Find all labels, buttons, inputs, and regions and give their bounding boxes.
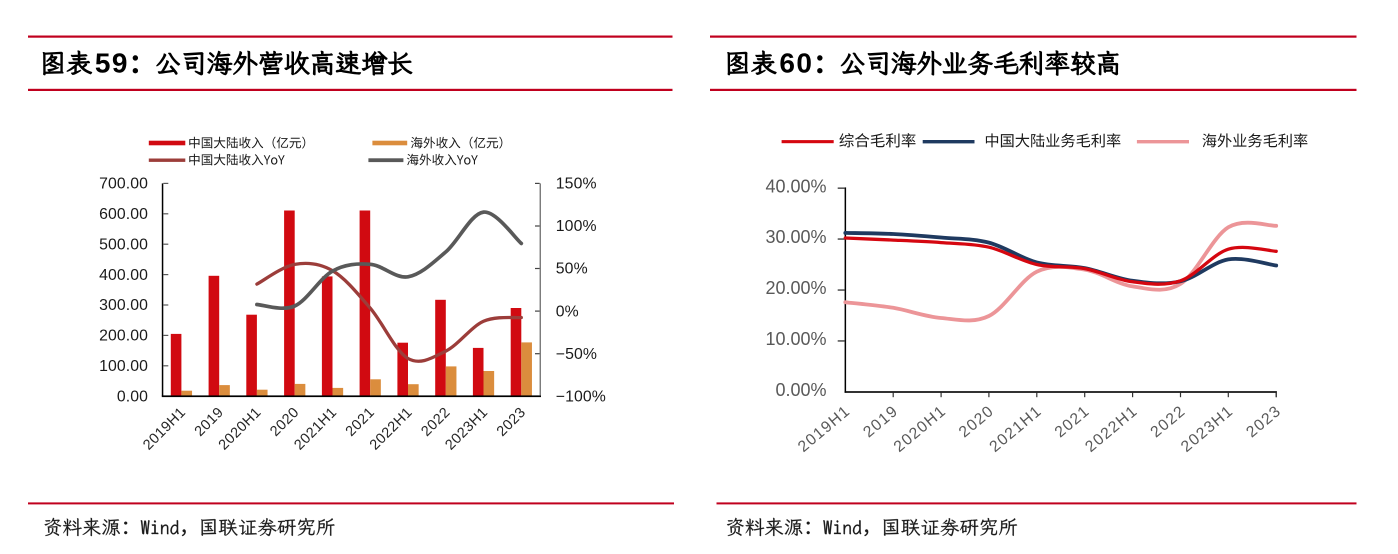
svg-text:300.00: 300.00	[99, 297, 148, 314]
svg-text:60: 60	[779, 48, 813, 79]
svg-text:150%: 150%	[556, 176, 597, 193]
svg-text:40.00%: 40.00%	[765, 176, 826, 196]
svg-text:−50%: −50%	[556, 346, 597, 363]
svg-text:2020H1: 2020H1	[891, 403, 950, 456]
svg-text:0.00%: 0.00%	[775, 380, 826, 400]
svg-text:0.00: 0.00	[117, 388, 148, 405]
svg-text:2022H1: 2022H1	[367, 405, 416, 454]
svg-text:2022H1: 2022H1	[1082, 403, 1141, 456]
svg-text:10.00%: 10.00%	[765, 329, 826, 349]
svg-text:2021: 2021	[1052, 403, 1094, 442]
svg-text:2019: 2019	[860, 403, 902, 442]
svg-text:200.00: 200.00	[99, 328, 148, 345]
svg-text:30.00%: 30.00%	[765, 227, 826, 247]
svg-text:2019: 2019	[192, 405, 227, 440]
svg-text:100%: 100%	[556, 218, 597, 235]
svg-text:700.00: 700.00	[99, 176, 148, 193]
svg-text:20.00%: 20.00%	[765, 278, 826, 298]
svg-text:2019H1: 2019H1	[795, 403, 854, 456]
svg-text:2020: 2020	[956, 403, 998, 442]
svg-text:2022: 2022	[1148, 403, 1190, 442]
svg-text:2021: 2021	[343, 405, 378, 440]
svg-text:2023H1: 2023H1	[1178, 403, 1237, 456]
svg-text:2023: 2023	[494, 405, 529, 440]
svg-text:2020: 2020	[267, 405, 302, 440]
svg-text:2020H1: 2020H1	[216, 405, 265, 454]
svg-text:2022: 2022	[418, 405, 453, 440]
svg-text:600.00: 600.00	[99, 206, 148, 223]
svg-text:0%: 0%	[556, 303, 579, 320]
svg-text:2023: 2023	[1243, 403, 1285, 442]
svg-text:−100%: −100%	[556, 388, 606, 405]
svg-text:50%: 50%	[556, 261, 588, 278]
svg-text:400.00: 400.00	[99, 267, 148, 284]
svg-text:100.00: 100.00	[99, 358, 148, 375]
svg-text:2021H1: 2021H1	[291, 405, 340, 454]
svg-text:500.00: 500.00	[99, 236, 148, 253]
svg-text:2021H1: 2021H1	[987, 403, 1046, 456]
svg-text:2019H1: 2019H1	[140, 405, 189, 454]
svg-text:59: 59	[95, 48, 129, 79]
svg-text:2023H1: 2023H1	[442, 405, 491, 454]
